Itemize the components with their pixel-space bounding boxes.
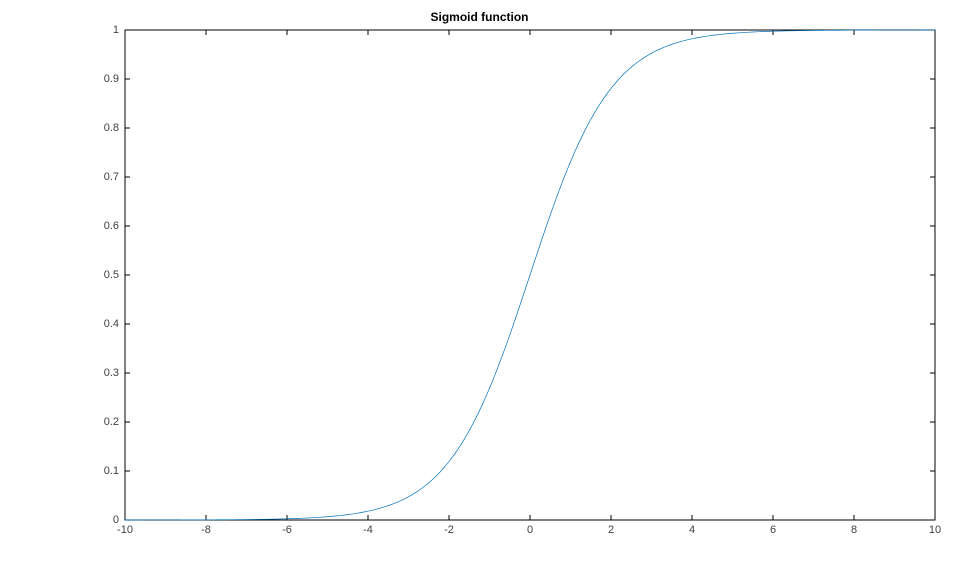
xtick-label: 10 [929, 524, 941, 536]
xtick-label: 4 [689, 524, 695, 536]
sigmoid-line [125, 30, 935, 520]
plot-axes: -10-8-6-4-2024681000.10.20.30.40.50.60.7… [125, 30, 935, 520]
xtick-label: 8 [851, 524, 857, 536]
ytick-label: 0.4 [104, 318, 119, 330]
ytick-label: 0.3 [104, 367, 119, 379]
ytick-label: 0.8 [104, 122, 119, 134]
figure: Sigmoid function -10-8-6-4-2024681000.10… [0, 0, 959, 577]
ytick-label: 1 [113, 24, 119, 36]
ytick-label: 0.1 [104, 465, 119, 477]
xtick-label: -8 [201, 524, 211, 536]
xtick-label: -10 [117, 524, 133, 536]
ytick-label: 0 [113, 514, 119, 526]
xtick-label: 6 [770, 524, 776, 536]
chart-title: Sigmoid function [0, 10, 959, 24]
ytick-label: 0.2 [104, 416, 119, 428]
xtick-label: -4 [363, 524, 373, 536]
ytick-label: 0.9 [104, 73, 119, 85]
ytick-label: 0.5 [104, 269, 119, 281]
ytick-label: 0.7 [104, 171, 119, 183]
xtick-label: 2 [608, 524, 614, 536]
xtick-label: 0 [527, 524, 533, 536]
xtick-label: -2 [444, 524, 454, 536]
xtick-label: -6 [282, 524, 292, 536]
ytick-label: 0.6 [104, 220, 119, 232]
axes-svg [125, 30, 935, 520]
